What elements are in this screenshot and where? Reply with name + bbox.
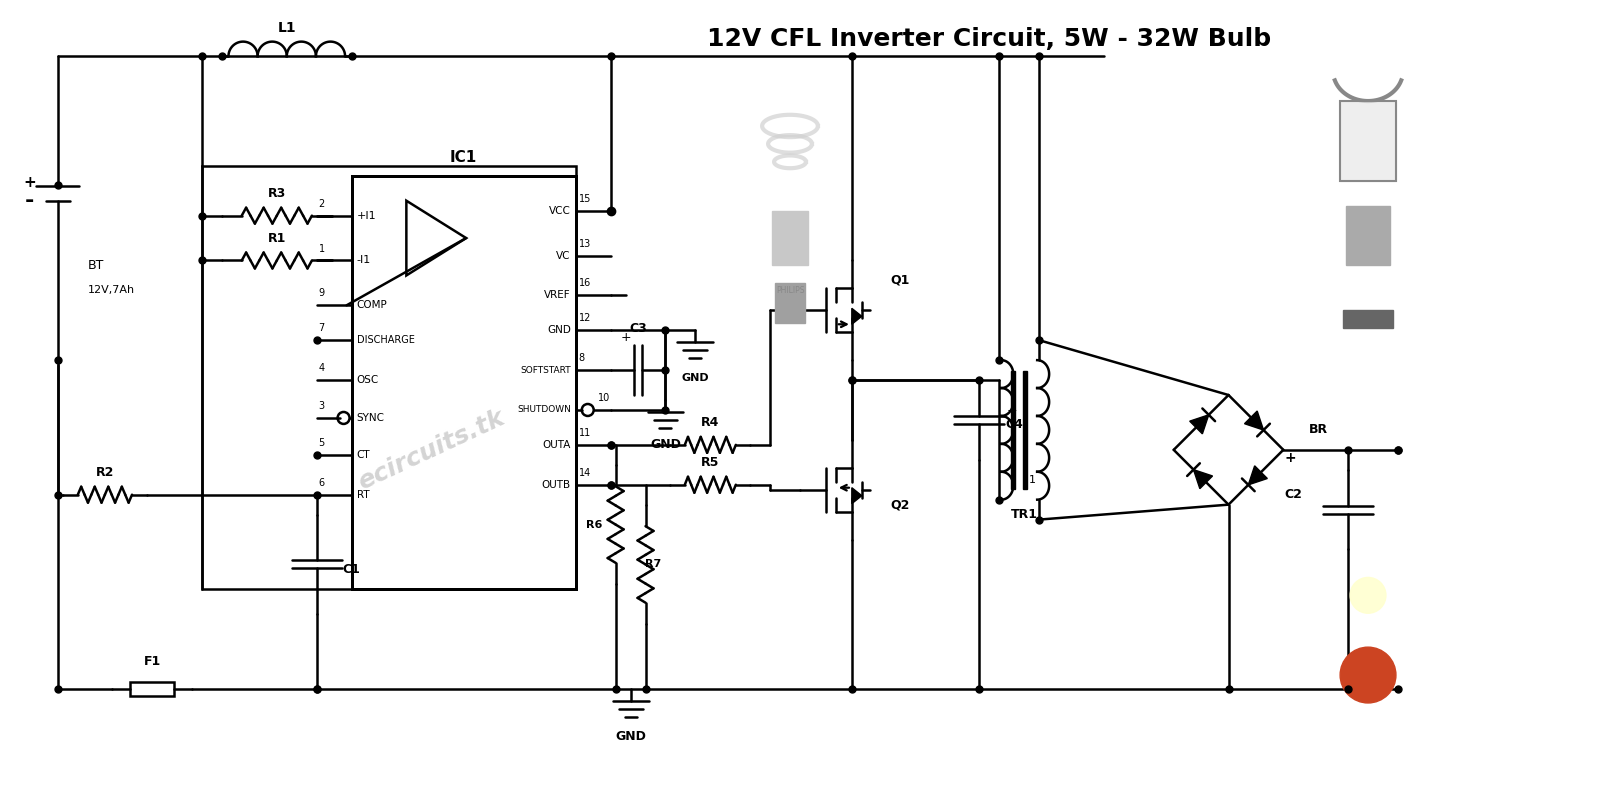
- Polygon shape: [1190, 415, 1208, 434]
- Text: 16: 16: [579, 278, 590, 289]
- Text: R4: R4: [701, 417, 720, 430]
- Text: R7: R7: [645, 559, 662, 570]
- Text: SYNC: SYNC: [357, 413, 384, 423]
- Text: 6: 6: [318, 478, 325, 488]
- Text: SHUTDOWN: SHUTDOWN: [517, 405, 571, 414]
- Text: BT: BT: [88, 259, 104, 272]
- Text: 15: 15: [579, 193, 590, 204]
- Text: 14: 14: [579, 467, 590, 478]
- Text: Q2: Q2: [890, 498, 909, 511]
- Bar: [1342, 310, 1394, 328]
- Text: VREF: VREF: [544, 290, 571, 301]
- Text: -: -: [26, 191, 34, 210]
- Text: 1: 1: [1029, 475, 1037, 484]
- Text: C1: C1: [342, 563, 360, 576]
- Text: 11: 11: [579, 428, 590, 438]
- Text: 8: 8: [579, 353, 586, 364]
- Text: ecircuits.tk: ecircuits.tk: [354, 405, 509, 494]
- Text: +: +: [621, 330, 632, 343]
- Bar: [1341, 101, 1395, 181]
- Text: 12V,7Ah: 12V,7Ah: [88, 285, 134, 295]
- Text: 3: 3: [318, 401, 325, 411]
- Polygon shape: [851, 488, 862, 504]
- Text: Q1: Q1: [890, 274, 909, 287]
- Text: 12: 12: [579, 314, 590, 323]
- Text: VCC: VCC: [549, 206, 571, 216]
- Text: +: +: [24, 175, 37, 190]
- Bar: [1011, 371, 1016, 489]
- Text: IC1: IC1: [450, 151, 477, 165]
- Text: R5: R5: [701, 456, 720, 469]
- Text: COMP: COMP: [357, 301, 387, 310]
- Text: OSC: OSC: [357, 375, 379, 385]
- Text: R2: R2: [96, 466, 114, 480]
- Text: -I1: -I1: [357, 256, 371, 265]
- Bar: [774, 284, 805, 323]
- Text: 7: 7: [318, 323, 325, 333]
- Text: +I1: +I1: [357, 210, 376, 221]
- Polygon shape: [1194, 470, 1213, 488]
- Bar: [1024, 371, 1027, 489]
- Text: 2: 2: [318, 199, 325, 209]
- Bar: [1346, 206, 1390, 265]
- Text: 5: 5: [318, 438, 325, 448]
- Text: 10: 10: [598, 393, 610, 403]
- Text: F1: F1: [144, 654, 162, 667]
- Circle shape: [1341, 647, 1395, 703]
- Polygon shape: [1248, 466, 1267, 485]
- Bar: [202, 166, 576, 589]
- Text: CT: CT: [357, 450, 370, 459]
- Text: VC: VC: [557, 251, 571, 260]
- Text: GND: GND: [547, 326, 571, 335]
- Text: 9: 9: [318, 289, 325, 298]
- Text: DISCHARGE: DISCHARGE: [357, 335, 414, 345]
- Text: 13: 13: [579, 239, 590, 248]
- Text: GND: GND: [614, 730, 646, 743]
- Bar: [352, 176, 576, 589]
- Text: GND: GND: [682, 373, 709, 383]
- Text: +: +: [1006, 405, 1018, 418]
- Text: BR: BR: [1309, 423, 1328, 436]
- Text: R1: R1: [267, 232, 286, 245]
- Text: RT: RT: [357, 490, 370, 500]
- Text: TR1: TR1: [1011, 508, 1038, 521]
- Text: OUTA: OUTA: [542, 440, 571, 450]
- Text: 1: 1: [318, 243, 325, 254]
- Text: SOFTSTART: SOFTSTART: [520, 366, 571, 375]
- Text: C4: C4: [1005, 418, 1022, 431]
- Text: R6: R6: [586, 520, 602, 530]
- Circle shape: [1350, 577, 1386, 613]
- Text: R3: R3: [267, 187, 286, 200]
- Bar: [773, 210, 808, 265]
- Bar: [130, 682, 174, 696]
- Polygon shape: [851, 309, 862, 324]
- Text: +: +: [1285, 451, 1296, 465]
- Text: GND: GND: [650, 438, 682, 451]
- Text: C2: C2: [1285, 488, 1302, 501]
- Text: OUTB: OUTB: [542, 480, 571, 490]
- Text: C3: C3: [630, 322, 648, 334]
- Text: 12V CFL Inverter Circuit, 5W - 32W Bulb: 12V CFL Inverter Circuit, 5W - 32W Bulb: [707, 27, 1272, 52]
- Text: PHILIPS: PHILIPS: [776, 286, 805, 295]
- Text: 4: 4: [318, 364, 325, 373]
- Text: L1: L1: [277, 21, 296, 35]
- Polygon shape: [1245, 411, 1264, 430]
- Bar: [1341, 101, 1395, 181]
